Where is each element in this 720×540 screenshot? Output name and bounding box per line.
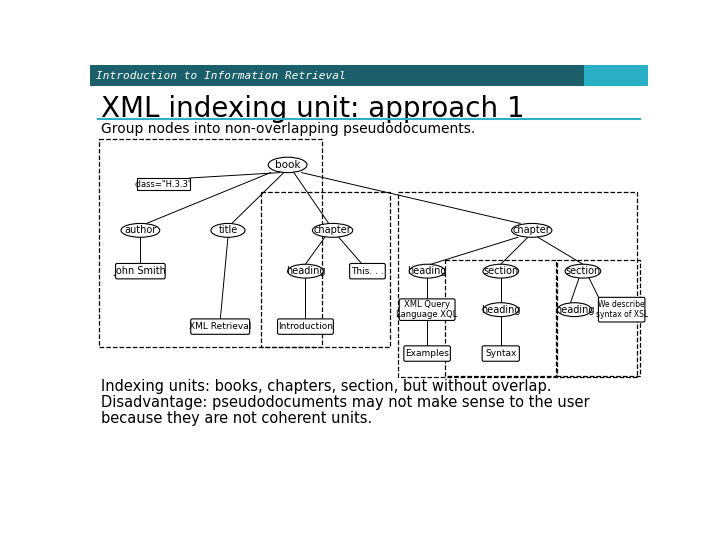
FancyBboxPatch shape xyxy=(191,319,250,334)
Text: Introduction: Introduction xyxy=(278,322,333,331)
Ellipse shape xyxy=(409,264,445,278)
Ellipse shape xyxy=(287,264,323,278)
Text: section: section xyxy=(483,266,518,276)
Text: We describe
syntax of XSL: We describe syntax of XSL xyxy=(595,300,648,319)
Text: heading: heading xyxy=(408,266,447,276)
Ellipse shape xyxy=(121,224,160,237)
Text: title: title xyxy=(218,225,238,235)
FancyBboxPatch shape xyxy=(116,264,165,279)
Text: class="H.3.3": class="H.3.3" xyxy=(135,180,192,188)
Ellipse shape xyxy=(483,303,518,316)
FancyBboxPatch shape xyxy=(138,178,190,190)
Text: John Smith: John Smith xyxy=(114,266,167,276)
Text: Introduction to Information Retrieval: Introduction to Information Retrieval xyxy=(96,71,346,80)
Text: section: section xyxy=(565,266,600,276)
Text: XML indexing unit: approach 1: XML indexing unit: approach 1 xyxy=(101,96,524,124)
Text: Indexing units: books, chapters, section, but without overlap.: Indexing units: books, chapters, section… xyxy=(101,379,552,394)
Text: XML Query
Language XQL: XML Query Language XQL xyxy=(397,300,458,319)
Ellipse shape xyxy=(565,264,600,278)
Text: Disadvantage: pseudodocuments may not make sense to the user: Disadvantage: pseudodocuments may not ma… xyxy=(101,395,590,410)
FancyBboxPatch shape xyxy=(90,65,585,86)
Ellipse shape xyxy=(557,303,591,316)
Text: author: author xyxy=(125,225,156,235)
FancyBboxPatch shape xyxy=(350,264,385,279)
Ellipse shape xyxy=(483,264,518,278)
FancyBboxPatch shape xyxy=(598,298,645,322)
Ellipse shape xyxy=(269,157,307,173)
Text: Group nodes into non-overlapping pseudodocuments.: Group nodes into non-overlapping pseudod… xyxy=(101,123,475,137)
Ellipse shape xyxy=(312,224,353,237)
FancyBboxPatch shape xyxy=(277,319,333,334)
Ellipse shape xyxy=(211,224,245,237)
Text: This. . .: This. . . xyxy=(351,267,384,275)
Text: heading: heading xyxy=(286,266,325,276)
Text: Examples: Examples xyxy=(405,349,449,358)
Text: XML Retrieval: XML Retrieval xyxy=(189,322,251,331)
Text: chapter: chapter xyxy=(314,225,351,235)
FancyBboxPatch shape xyxy=(585,65,648,86)
Text: Syntax: Syntax xyxy=(485,349,516,358)
Text: because they are not coherent units.: because they are not coherent units. xyxy=(101,411,372,427)
Text: chapter: chapter xyxy=(513,225,551,235)
FancyBboxPatch shape xyxy=(399,299,455,320)
FancyBboxPatch shape xyxy=(482,346,519,361)
Text: heading: heading xyxy=(481,305,521,315)
Text: heading: heading xyxy=(554,305,594,315)
Text: book: book xyxy=(275,160,300,170)
Ellipse shape xyxy=(512,224,552,237)
FancyBboxPatch shape xyxy=(404,346,451,361)
